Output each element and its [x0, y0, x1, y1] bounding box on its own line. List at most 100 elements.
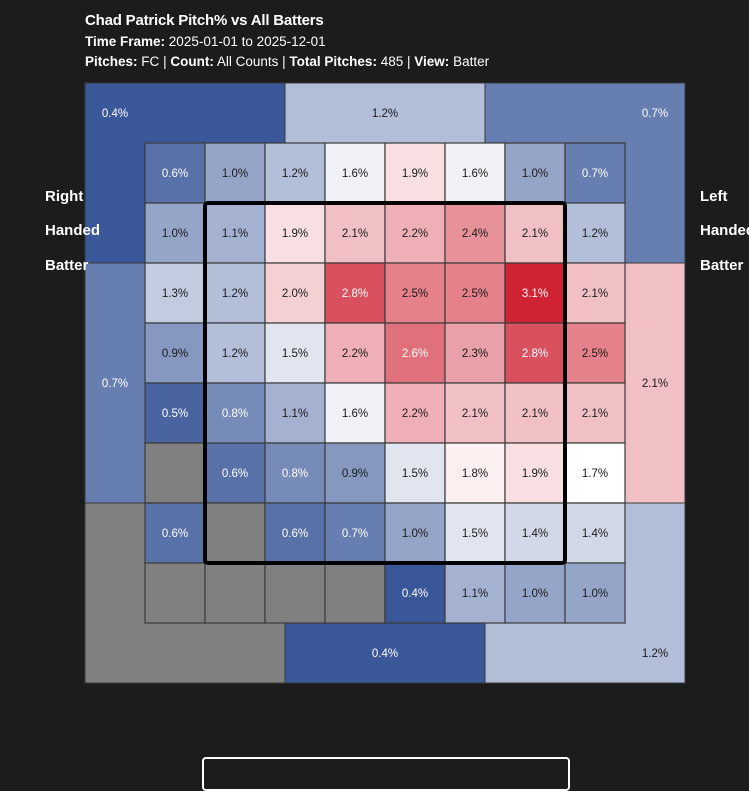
separator: |: [163, 54, 167, 69]
heatmap-cell-r5-c6: [504, 442, 566, 504]
heatmap-cell-r7-c3: [324, 562, 386, 624]
view-label: View:: [414, 54, 450, 69]
heatmap-cell-label-r3-c0: 0.9%: [162, 348, 188, 360]
heatmap-cell-label-r1-c4: 2.2%: [402, 228, 428, 240]
heatmap-cell-r4-c6: [504, 382, 566, 444]
heatmap-cell-label-r4-c6: 2.1%: [522, 408, 548, 420]
separator: |: [282, 54, 286, 69]
heatmap-cell-label-r3-c7: 2.5%: [582, 348, 608, 360]
heatmap-cell-label-r0-c4: 1.9%: [402, 168, 428, 180]
heatmap-cell-label-r0-c6: 1.0%: [522, 168, 548, 180]
pitches-value: FC: [141, 54, 160, 69]
heatmap-cell-label-r0-c3: 1.6%: [342, 168, 368, 180]
filter-line: Pitches: FC | Count: All Counts | Total …: [85, 54, 489, 69]
heatmap-cell-r6-c7: [564, 502, 626, 564]
heatmap-cell-label-r0-c1: 1.0%: [222, 168, 248, 180]
heatmap-cell-label-r7-c6: 1.0%: [522, 588, 548, 600]
time-frame-line: Time Frame: 2025-01-01 to 2025-12-01: [85, 34, 326, 49]
count-label: Count:: [170, 54, 214, 69]
heatmap-cell-r7-c7: [564, 562, 626, 624]
pitches-label: Pitches:: [85, 54, 138, 69]
heatmap-cell-label-r2-c3: 2.8%: [342, 288, 368, 300]
heatmap-cell-label-r5-c2: 0.8%: [282, 468, 308, 480]
heatmap-cell-label-r3-c6: 2.8%: [522, 348, 548, 360]
heatmap-cell-r1-c1: [204, 202, 266, 264]
heatmap-cell-label-r6-c7: 1.4%: [582, 528, 608, 540]
heatmap-cell-label-r6-c2: 0.6%: [282, 528, 308, 540]
outer-zone-label-top: 1.2%: [372, 108, 398, 120]
heatmap-cell-label-r6-c6: 1.4%: [522, 528, 548, 540]
heatmap-cell-label-r3-c3: 2.2%: [342, 348, 368, 360]
heatmap-cell-label-r1-c0: 1.0%: [162, 228, 188, 240]
outer-zone-label-right: 2.1%: [642, 378, 668, 390]
heatmap-cell-r1-c2: [264, 202, 326, 264]
heatmap-cell-label-r0-c5: 1.6%: [462, 168, 488, 180]
heatmap-cell-label-r3-c4: 2.6%: [402, 348, 428, 360]
heatmap-cell-r7-c0: [144, 562, 206, 624]
heatmap-cell-label-r5-c1: 0.6%: [222, 468, 248, 480]
heatmap-cell-label-r0-c2: 1.2%: [282, 168, 308, 180]
outer-zone-label-top-left: 0.4%: [102, 108, 128, 120]
heatmap-cell-label-r4-c1: 0.8%: [222, 408, 248, 420]
view-value: Batter: [453, 54, 490, 69]
outer-zone-label-bottom: 0.4%: [372, 648, 398, 660]
time-frame-label: Time Frame:: [85, 34, 166, 49]
left-handed-batter-label: Left Handed Batter: [700, 188, 749, 274]
heatmap-cell-label-r6-c4: 1.0%: [402, 528, 428, 540]
heatmap-cell-label-r6-c3: 0.7%: [342, 528, 368, 540]
heatmap-cell-label-r2-c6: 3.1%: [522, 288, 548, 300]
pitch-heatmap: 0.4% 1.2% 0.7% 0.7% 2.1% 0.4% 1.2% 0.6% 1.0% 1.2%…: [84, 82, 686, 684]
heatmap-cell-label-r6-c0: 0.6%: [162, 528, 188, 540]
heatmap-cell-label-r4-c5: 2.1%: [462, 408, 488, 420]
heatmap-cell-label-r2-c1: 1.2%: [222, 288, 248, 300]
heatmap-cell-label-r7-c7: 1.0%: [582, 588, 608, 600]
heatmap-cell-r6-c1: [204, 502, 266, 564]
heatmap-cell-label-r0-c7: 0.7%: [582, 168, 608, 180]
heatmap-cell-label-r5-c3: 0.9%: [342, 468, 368, 480]
heatmap-cell-label-r5-c6: 1.9%: [522, 468, 548, 480]
heatmap-cell-label-r4-c7: 2.1%: [582, 408, 608, 420]
strike-zone-outline: [203, 201, 567, 565]
chart-title: Chad Patrick Pitch% vs All Batters: [85, 12, 324, 29]
heatmap-cell-label-r2-c5: 2.5%: [462, 288, 488, 300]
heatmap-cell-r7-c4: [384, 562, 446, 624]
heatmap-cell-r7-c6: [504, 562, 566, 624]
count-value: All Counts: [216, 54, 279, 69]
heatmap-cell-label-r5-c5: 1.8%: [462, 468, 488, 480]
heatmap-cell-r0-c4: [384, 142, 446, 204]
heatmap-cell-r4-c3: [324, 382, 386, 444]
total-pitches-value: 485: [380, 54, 404, 69]
heatmap-cell-r0-c3: [324, 142, 386, 204]
heatmap-cell-label-r5-c7: 1.7%: [582, 468, 608, 480]
heatmap-cell-r1-c7: [564, 202, 626, 264]
heatmap-cell-label-r1-c7: 1.2%: [582, 228, 608, 240]
heatmap-cell-r6-c4: [384, 502, 446, 564]
heatmap-cell-label-r1-c5: 2.4%: [462, 228, 488, 240]
heatmap-cell-label-r2-c4: 2.5%: [402, 288, 428, 300]
heatmap-cell-label-r2-c2: 2.0%: [282, 288, 308, 300]
heatmap-cell-label-r5-c4: 1.5%: [402, 468, 428, 480]
heatmap-cell-label-r1-c1: 1.1%: [222, 228, 248, 240]
heatmap-cell-r5-c0: [144, 442, 206, 504]
heatmap-cell-r2-c1: [204, 262, 266, 324]
outer-zone-label-left: 0.7%: [102, 378, 128, 390]
heatmap-cell-label-r7-c5: 1.1%: [462, 588, 488, 600]
heatmap-cell-label-r1-c3: 2.1%: [342, 228, 368, 240]
heatmap-cell-label-r1-c6: 2.1%: [522, 228, 548, 240]
heatmap-cell-label-r0-c0: 0.6%: [162, 168, 188, 180]
outer-zone-label-top-right: 0.7%: [642, 108, 668, 120]
heatmap-cell-label-r4-c0: 0.5%: [162, 408, 188, 420]
heatmap-cell-r6-c6: [504, 502, 566, 564]
heatmap-cell-label-r3-c1: 1.2%: [222, 348, 248, 360]
heatmap-cell-r4-c2: [264, 382, 326, 444]
heatmap-cell-r5-c7: [564, 442, 626, 504]
right-handed-batter-label: Right Handed Batter: [45, 188, 101, 274]
heatmap-cell-r5-c2: [264, 442, 326, 504]
heatmap-cell-r4-c7: [564, 382, 626, 444]
heatmap-cell-r7-c1: [204, 562, 266, 624]
time-frame-value: 2025-01-01 to 2025-12-01: [168, 34, 326, 49]
outer-zone-label-bottom-right: 1.2%: [642, 648, 668, 660]
bottom-control-box[interactable]: [202, 757, 570, 791]
heatmap-cell-r6-c5: [444, 502, 506, 564]
heatmap-cell-r7-c2: [264, 562, 326, 624]
